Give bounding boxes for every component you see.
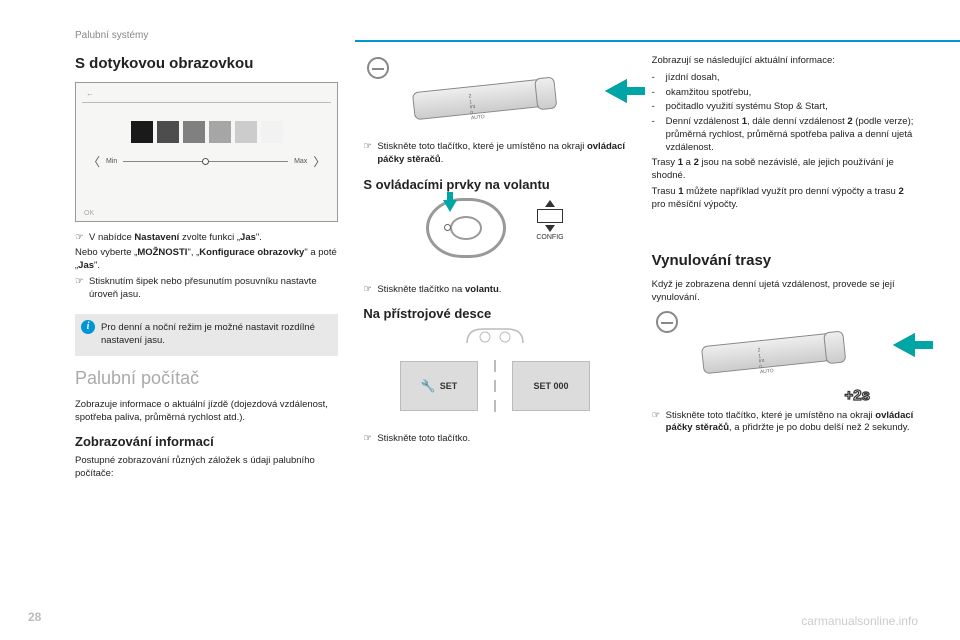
info-icon: i — [81, 320, 95, 334]
swatch — [235, 121, 257, 143]
bullet: ☞ Stiskněte tlačítko na volantu. — [363, 284, 626, 297]
max-label: Max — [294, 158, 307, 165]
bullet-text: Stiskněte toto tlačítko, které je umístě… — [377, 141, 626, 167]
pointer-icon: ☞ — [75, 232, 89, 245]
cluster-outline-icon — [465, 327, 525, 348]
ok-label: OK — [84, 210, 94, 217]
set-000-label: SET 000 — [533, 381, 568, 391]
steering-wheel-icon — [656, 311, 678, 333]
paragraph: Zobrazují se následující aktuální inform… — [652, 55, 915, 68]
paragraph: Když je zobrazena denní ujetá vzdálenost… — [652, 279, 915, 305]
wiper-stalk: 2 1 Int 0 AUTO — [701, 331, 843, 373]
reset-trip-heading: Vynulování trasy — [652, 252, 915, 269]
wrench-icon: 🔧 — [421, 379, 436, 393]
pointer-icon: ☞ — [363, 433, 377, 446]
min-label: Min — [106, 158, 117, 165]
pointer-icon: ☞ — [363, 141, 377, 167]
info-text: Pro denní a noční režim je možné nastavi… — [101, 322, 315, 346]
bullet-text: V nabídce Nastavení zvolte funkci „Jas". — [89, 232, 338, 245]
brightness-swatches — [82, 121, 331, 143]
pointer-icon: ☞ — [75, 276, 89, 302]
triangle-down-icon — [545, 225, 555, 232]
paragraph: Nebo vyberte „MOŽNOSTI", „Konfigurace ob… — [75, 247, 338, 273]
bullet-text: Stisknutím šipek nebo přesunutím posuvní… — [89, 276, 338, 302]
chevron-left-icon: 〈 — [88, 153, 100, 170]
steering-wheel-icon — [367, 57, 389, 79]
steering-controls-heading: S ovládacími prvky na volantu — [363, 177, 626, 192]
stalk-tip — [534, 76, 557, 110]
list-item: -okamžitou spotřebu, — [652, 87, 915, 100]
paragraph: Postupné zobrazování různých záložek s ú… — [75, 455, 338, 481]
bullet: ☞ Stiskněte toto tlačítko, které je umís… — [652, 410, 915, 436]
wiper-stalk: 2 1 Int 0 AUTO — [412, 78, 554, 120]
watermark: carmanualsonline.info — [801, 614, 918, 628]
bullet-text: Stiskněte toto tlačítko. — [377, 433, 626, 446]
set-label: SET — [440, 381, 458, 391]
swatch — [261, 121, 283, 143]
stalk-labels: 2 1 Int 0 AUTO — [469, 93, 486, 122]
bullet-text: Stiskněte tlačítko na volantu. — [377, 284, 626, 297]
dashboard-heading: Na přístrojové desce — [363, 306, 626, 321]
trip-computer-heading: Palubní počítač — [75, 368, 338, 389]
press-arrow-icon — [605, 79, 627, 103]
pointer-icon: ☞ — [363, 284, 377, 297]
list-item: -počitadlo využití systému Stop & Start, — [652, 101, 915, 114]
chevron-right-icon: 〉 — [313, 153, 325, 170]
list-item: - Denní vzdálenost 1, dále denní vzdálen… — [652, 116, 915, 154]
slider-track — [123, 161, 288, 162]
touchscreen-heading: S dotykovou obrazovkou — [75, 55, 338, 72]
swatch — [209, 121, 231, 143]
column-3: Zobrazují se následující aktuální inform… — [652, 55, 915, 485]
config-label: CONFIG — [536, 234, 563, 241]
set-button: 🔧 SET — [400, 361, 478, 411]
paragraph: Trasu 1 můžete například využít pro denn… — [652, 186, 915, 212]
steering-wheel-graphic — [426, 198, 506, 258]
touchscreen-back: ← — [82, 89, 331, 103]
center-divider — [492, 360, 498, 412]
page: Palubní systémy S dotykovou obrazovkou ←… — [0, 0, 960, 640]
slider-thumb — [202, 158, 209, 165]
touchscreen-figure: ← 〈 Min Max 〉 OK — [75, 82, 338, 222]
page-number: 28 — [28, 610, 41, 624]
swatch — [183, 121, 205, 143]
bullet: ☞ Stiskněte toto tlačítko, které je umís… — [363, 141, 626, 167]
section-header: Palubní systémy — [75, 30, 148, 41]
bullet: ☞ Stisknutím šipek nebo přesunutím posuv… — [75, 276, 338, 302]
stalk-figure-2s: 2 1 Int 0 AUTO +2s — [652, 309, 915, 404]
display-info-heading: Zobrazování informací — [75, 434, 338, 449]
column-2: 2 1 Int 0 AUTO ☞ Stiskněte toto tlačítko… — [363, 55, 626, 485]
info-box: i Pro denní a noční režim je možné nasta… — [75, 314, 338, 356]
steering-wheel-figure: CONFIG — [363, 198, 626, 278]
bullet-text: Stiskněte toto tlačítko, které je umístě… — [666, 410, 915, 436]
config-control: CONFIG — [536, 198, 563, 241]
column-1: S dotykovou obrazovkou ← 〈 Min Max 〉 — [75, 55, 338, 485]
stalk-tip — [823, 330, 846, 364]
swatch — [131, 121, 153, 143]
press-arrow-icon — [443, 200, 457, 212]
list-item: -jízdní dosah, — [652, 72, 915, 85]
hold-2s-label: +2s — [845, 387, 870, 404]
bullet: ☞ Stiskněte toto tlačítko. — [363, 433, 626, 446]
dashboard-figure: 🔧 SET SET 000 — [363, 327, 626, 427]
pointer-icon: ☞ — [652, 410, 666, 436]
bullet: ☞ V nabídce Nastavení zvolte funkci „Jas… — [75, 232, 338, 245]
paragraph: Zobrazuje informace o aktuální jízdě (do… — [75, 399, 338, 425]
paragraph: Trasy 1 a 2 jsou na sobě nezávislé, ale … — [652, 157, 915, 183]
stalk-figure: 2 1 Int 0 AUTO — [363, 55, 626, 135]
columns: S dotykovou obrazovkou ← 〈 Min Max 〉 — [75, 55, 915, 485]
accent-bar — [355, 40, 960, 42]
brightness-slider: 〈 Min Max 〉 — [82, 153, 331, 170]
set-000-button: SET 000 — [512, 361, 590, 411]
stalk-labels: 2 1 Int 0 AUTO — [757, 347, 774, 376]
press-arrow-icon — [893, 333, 915, 357]
swatch — [157, 121, 179, 143]
triangle-up-icon — [545, 200, 555, 207]
config-box — [537, 209, 563, 223]
